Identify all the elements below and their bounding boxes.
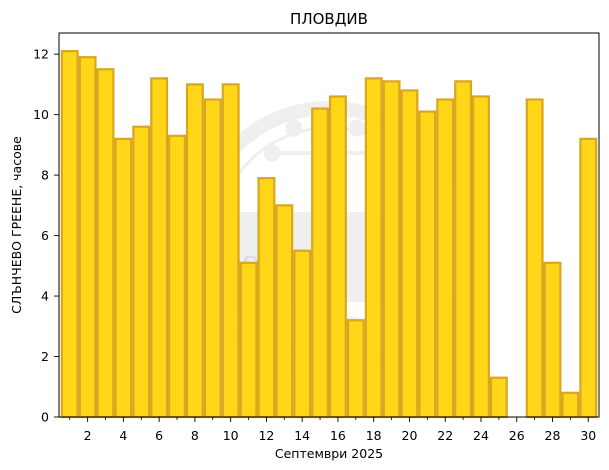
x-tick-label: 20 bbox=[402, 428, 418, 443]
bar bbox=[364, 77, 383, 419]
bars bbox=[60, 50, 598, 419]
bar bbox=[168, 134, 186, 419]
bar bbox=[275, 204, 294, 419]
bar bbox=[293, 249, 312, 419]
bar bbox=[400, 89, 419, 419]
x-tick-label: 26 bbox=[509, 428, 525, 443]
bar bbox=[436, 98, 455, 419]
bar bbox=[203, 98, 222, 419]
chart-title: ПЛОВДИВ bbox=[290, 10, 368, 28]
bar bbox=[472, 95, 490, 419]
y-axis-ticks: 0 2 4 6 8 10 12 bbox=[33, 47, 59, 425]
bar bbox=[185, 83, 204, 419]
x-tick-label: 24 bbox=[473, 428, 489, 443]
x-tick-label: 4 bbox=[119, 428, 127, 443]
x-tick-label: 2 bbox=[84, 428, 92, 443]
x-tick-label: 30 bbox=[580, 428, 596, 443]
bar bbox=[311, 107, 330, 419]
y-tick-label: 8 bbox=[41, 168, 49, 183]
bar bbox=[454, 80, 473, 419]
x-tick-label: 10 bbox=[223, 428, 239, 443]
bar bbox=[132, 125, 151, 419]
bar bbox=[525, 98, 544, 419]
y-axis-label: СЛЪНЧЕВО ГРЕЕНЕ, часове bbox=[9, 136, 24, 314]
x-tick-label: 16 bbox=[330, 428, 346, 443]
bar bbox=[382, 80, 401, 419]
y-tick-label: 4 bbox=[41, 289, 49, 304]
bar bbox=[60, 50, 79, 419]
x-axis-label: Септември 2025 bbox=[275, 446, 383, 461]
bar bbox=[346, 319, 365, 419]
bar bbox=[579, 137, 598, 419]
y-tick-label: 2 bbox=[41, 349, 49, 364]
bar bbox=[328, 95, 347, 419]
x-tick-label: 14 bbox=[294, 428, 310, 443]
bar bbox=[257, 177, 276, 419]
x-tick-label: 8 bbox=[191, 428, 199, 443]
bar bbox=[221, 83, 240, 419]
bar bbox=[239, 261, 258, 419]
y-tick-label: 10 bbox=[33, 107, 49, 122]
bar bbox=[78, 56, 97, 419]
y-tick-label: 0 bbox=[41, 410, 49, 425]
bar bbox=[543, 261, 562, 419]
bar bbox=[489, 376, 508, 419]
y-tick-label: 12 bbox=[33, 47, 49, 62]
bar bbox=[150, 77, 169, 419]
y-tick-label: 6 bbox=[41, 228, 49, 243]
x-tick-label: 22 bbox=[437, 428, 453, 443]
bar bbox=[418, 110, 437, 419]
bar bbox=[96, 68, 115, 419]
bar bbox=[114, 137, 133, 419]
x-axis-ticks: 2 4 6 8 10 12 14 16 18 20 22 24 26 28 30 bbox=[69, 417, 596, 443]
x-tick-label: 6 bbox=[155, 428, 163, 443]
x-tick-label: 18 bbox=[366, 428, 382, 443]
x-tick-label: 28 bbox=[545, 428, 561, 443]
plot-frame bbox=[58, 32, 600, 418]
x-tick-label: 12 bbox=[258, 428, 274, 443]
bar bbox=[561, 391, 580, 419]
